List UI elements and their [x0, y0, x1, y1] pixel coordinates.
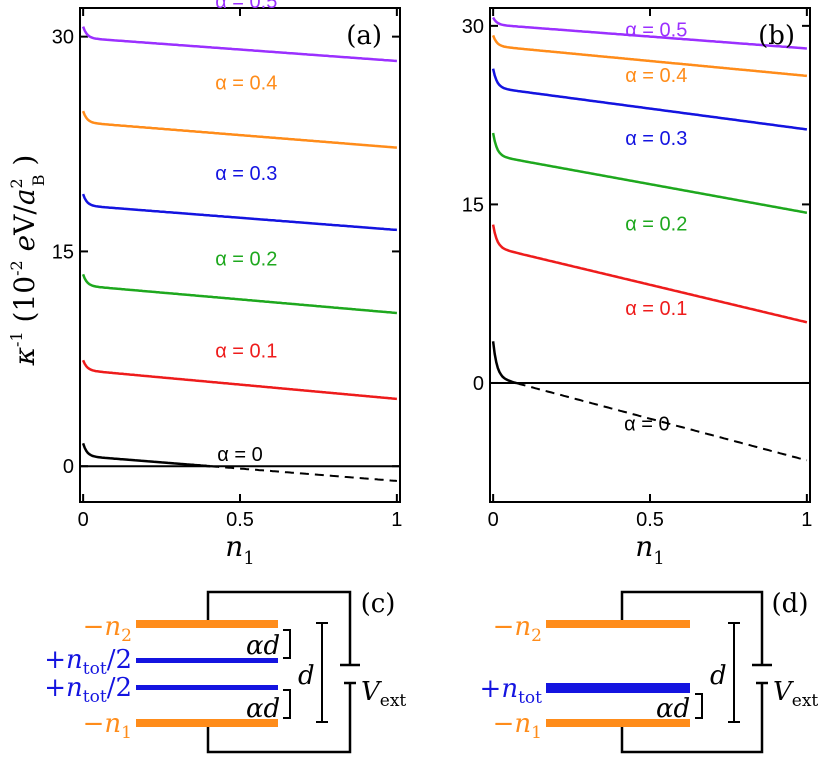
- circuit-c: (c) Vext −n2 +ntot/2 +ntot/2 −n1 αd αd d: [44, 589, 406, 754]
- circuit-c-plate-n2: [136, 620, 278, 628]
- panel-a-series-label-0: α = 0: [217, 444, 262, 466]
- panel-a-series-label-3: α = 0.3: [215, 163, 277, 185]
- circuit-d-label-n1: −n1: [493, 709, 542, 743]
- panel-b-series-line-5: [492, 16, 807, 50]
- panel-a-xtick-label: 0: [78, 509, 89, 531]
- panel-b-xlabel: n1: [635, 530, 665, 569]
- circuit-c-d-label: d: [298, 661, 315, 691]
- circuit-d-label-ntot: +ntot: [480, 674, 543, 708]
- panel-a-series-label-4: α = 0.4: [215, 73, 277, 95]
- panel-b-series-label-5: α = 0.5: [625, 20, 687, 42]
- circuit-d-tag: (d): [772, 589, 809, 619]
- circuit-c-label-ntot-upper: +ntot/2: [44, 645, 132, 679]
- panel-a-series-line-4: [81, 110, 397, 149]
- panel-a-ytick-label: 15: [52, 241, 74, 263]
- panel-a-series-label-2: α = 0.2: [215, 249, 277, 271]
- panel-a-series-label-5: α = 0.5: [215, 0, 277, 13]
- panel-b-ytick-label: 0: [473, 373, 484, 395]
- panel-b-xtick-label: 1: [801, 509, 812, 531]
- panel-b-series-label-0: α = 0: [624, 414, 669, 436]
- circuit-d-gap-label: αd: [656, 694, 690, 724]
- panel-b-series-line-0: [491, 341, 518, 385]
- circuit-c-d-bracket: [316, 622, 328, 723]
- panel-b-series-dashed-0: [516, 382, 808, 462]
- panel-a-tag: (a): [346, 21, 382, 51]
- panel-a-series-line-1: [81, 359, 397, 401]
- panel-a-ytick-label: 30: [52, 27, 74, 49]
- panel-b-xtick-label: 0: [488, 509, 499, 531]
- circuit-d-wire-bottom: [620, 684, 764, 754]
- circuit-d-label-n2: −n2: [493, 612, 542, 646]
- panel-b-ytick-label: 30: [462, 16, 484, 38]
- circuit-c-wire-top: [206, 590, 352, 664]
- panel-b-series-label-4: α = 0.4: [625, 65, 687, 87]
- panel-b-xtick-label: 0.5: [636, 509, 664, 531]
- circuit-d-plate-n1: [546, 719, 690, 727]
- circuit-d-vext: Vext: [773, 677, 818, 711]
- circuit-c-gap-label-bottom: αd: [246, 694, 280, 724]
- circuit-c-plate-n1: [136, 719, 278, 727]
- panel-a-series-line-5: [81, 26, 397, 63]
- circuit-d-wire-top: [620, 590, 764, 664]
- panel-a-series-line-0: [81, 442, 211, 468]
- circuit-c-gap-label-top: αd: [246, 631, 280, 661]
- panel-a-series-line-2: [81, 273, 397, 315]
- circuit-c-label-n2: −n2: [83, 612, 132, 646]
- panel-b-series-line-2: [491, 132, 808, 214]
- panel-a: 0 0.5 1 0 15 30 α = 0 α = 0.1 α = 0.2 α = 0.3 α = …: [52, 0, 403, 569]
- circuit-d-plate-ntot: [546, 683, 690, 693]
- panel-b-ytick-label: 15: [462, 194, 484, 216]
- y-axis-title: κ-1 (10-2 eV/a2 B ): [7, 155, 48, 367]
- panel-a-xtick-label: 0.5: [226, 509, 254, 531]
- circuit-c-gap-bracket-top: [283, 629, 291, 659]
- circuit-d: (d) Vext −n2 +ntot −n1 αd d: [480, 589, 818, 754]
- circuit-c-tag: (c): [361, 589, 396, 619]
- circuit-c-gap-bracket-bottom: [283, 689, 291, 719]
- circuit-c-plate-ntot-upper: [136, 658, 278, 663]
- panel-b-series-line-3: [491, 68, 808, 131]
- panel-a-xlabel: n1: [225, 530, 255, 569]
- circuit-c-plate-ntot-lower: [136, 685, 278, 690]
- circuit-c-label-ntot-lower: +ntot/2: [44, 673, 132, 707]
- circuit-d-d-bracket: [728, 622, 740, 723]
- panel-b-tag: (b): [758, 21, 795, 51]
- circuit-d-gap-bracket: [695, 693, 703, 719]
- panel-a-series-dashed-0: [210, 465, 398, 482]
- panel-b-series-label-1: α = 0.1: [625, 298, 687, 320]
- panel-b-series-line-1: [491, 224, 808, 324]
- panel-b-series-label-2: α = 0.2: [625, 214, 687, 236]
- panel-a-xtick-label: 1: [391, 509, 402, 531]
- panel-a-series-line-3: [81, 193, 397, 232]
- panel-b: 0 0.5 1 0 15 30 α = 0 α = 0.1 α = 0.2 α = 0.3 α = …: [462, 7, 812, 569]
- circuit-c-vext: Vext: [361, 677, 406, 711]
- svg-text:κ-1 (10-2 eV/a2B ): κ-1 (10-2 eV/a2 B ): [7, 155, 48, 367]
- panel-a-ytick-label: 0: [63, 456, 74, 478]
- circuit-c-wire-bottom: [206, 684, 352, 754]
- circuit-c-label-n1: −n1: [83, 709, 132, 743]
- panel-b-series-line-4: [491, 34, 808, 78]
- panel-a-series-label-1: α = 0.1: [215, 340, 277, 362]
- circuit-d-plate-n2: [546, 620, 690, 628]
- panel-b-series-label-3: α = 0.3: [625, 128, 687, 150]
- circuit-d-d-label: d: [710, 661, 727, 691]
